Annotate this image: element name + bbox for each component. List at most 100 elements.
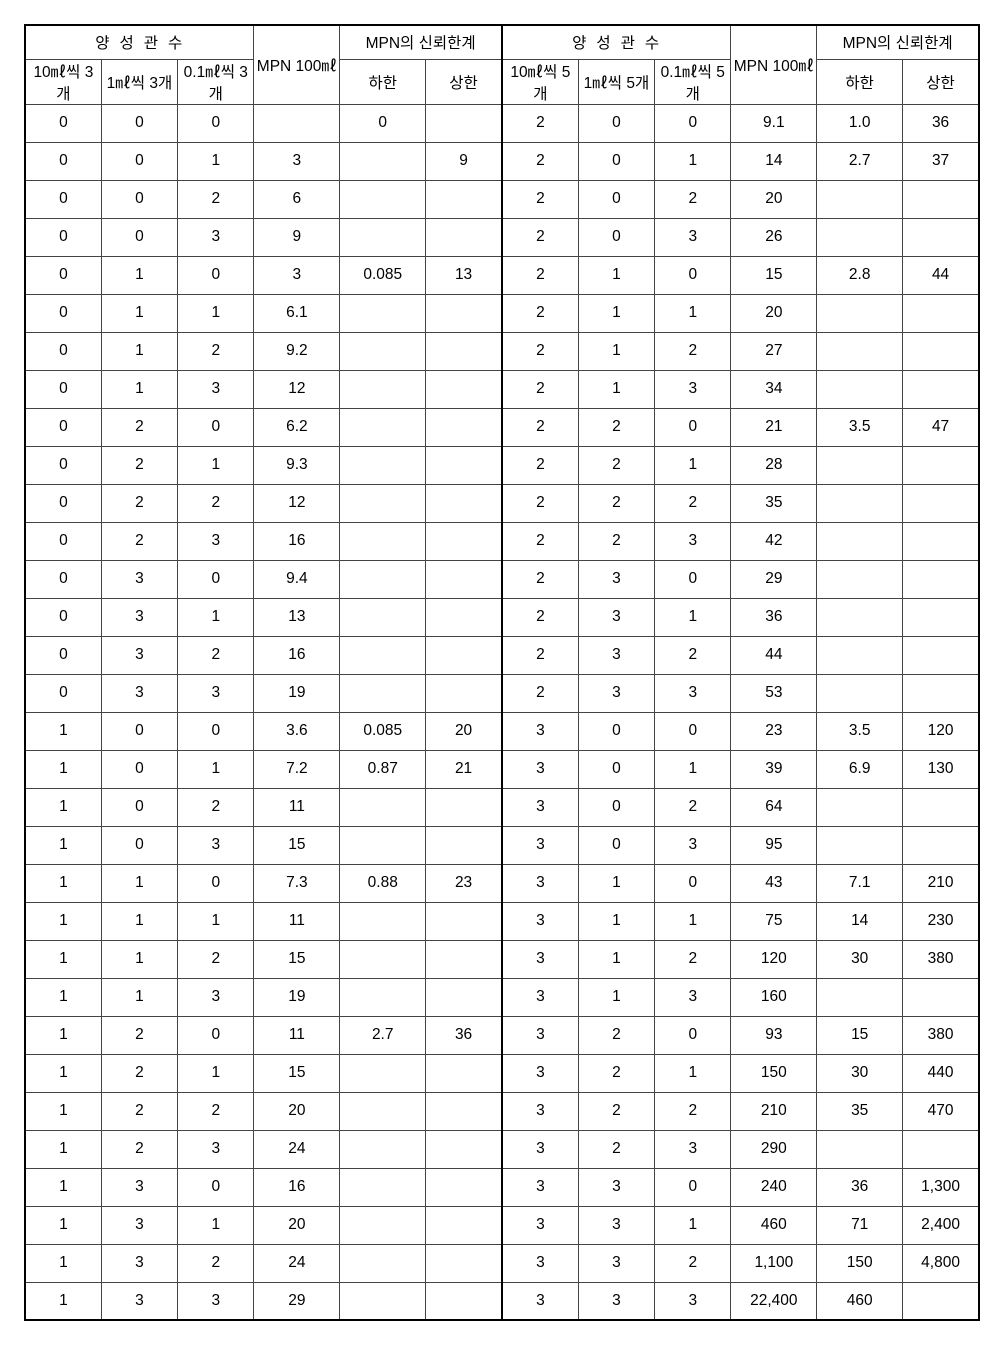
- cell: 20: [731, 180, 817, 218]
- cell: 19: [254, 978, 340, 1016]
- table-row: 132243321,1001504,800: [25, 1244, 979, 1282]
- cell: 3: [502, 1054, 578, 1092]
- cell: 21: [731, 408, 817, 446]
- cell: [426, 294, 502, 332]
- table-row: 0206.2220213.547: [25, 408, 979, 446]
- cell: [426, 598, 502, 636]
- table-row: 1003.60.08520300233.5120: [25, 712, 979, 750]
- cell: 1: [25, 978, 101, 1016]
- cell: 0: [25, 522, 101, 560]
- cell: [426, 1244, 502, 1282]
- cell: 2.8: [817, 256, 903, 294]
- cell: 4,800: [903, 1244, 979, 1282]
- cell: 1: [101, 332, 177, 370]
- hdr-r-upper: 상한: [903, 59, 979, 104]
- hdr-conf-right: MPN의 신뢰한계: [817, 25, 979, 59]
- table-row: 0309.423029: [25, 560, 979, 598]
- cell: 1: [25, 1206, 101, 1244]
- cell: 150: [731, 1054, 817, 1092]
- cell: 3: [655, 522, 731, 560]
- table-row: 1031530395: [25, 826, 979, 864]
- cell: 2: [502, 408, 578, 446]
- cell: 20: [731, 294, 817, 332]
- cell: 3: [578, 1168, 654, 1206]
- cell: 6: [254, 180, 340, 218]
- cell: 3: [178, 218, 254, 256]
- cell: 3: [655, 1130, 731, 1168]
- cell: 3: [655, 370, 731, 408]
- cell: 0: [101, 826, 177, 864]
- cell: 0: [101, 104, 177, 142]
- cell: 9: [254, 218, 340, 256]
- cell: 2: [578, 484, 654, 522]
- cell: 2: [578, 522, 654, 560]
- cell: [817, 1130, 903, 1168]
- cell: 1: [655, 750, 731, 788]
- cell: 2: [655, 1244, 731, 1282]
- cell: 1: [178, 294, 254, 332]
- cell: [903, 446, 979, 484]
- cell: [340, 1282, 426, 1320]
- cell: 12: [254, 370, 340, 408]
- cell: 1: [578, 256, 654, 294]
- cell: [340, 674, 426, 712]
- cell: 0: [578, 826, 654, 864]
- cell: 1: [655, 142, 731, 180]
- cell: [426, 636, 502, 674]
- cell: 2: [502, 598, 578, 636]
- cell: 3: [502, 902, 578, 940]
- cell: 23: [426, 864, 502, 902]
- cell: 2: [502, 674, 578, 712]
- cell: 47: [903, 408, 979, 446]
- cell: 9: [426, 142, 502, 180]
- cell: 3: [655, 218, 731, 256]
- table-body: 00002009.11.03600139201142.7370026202200…: [25, 104, 979, 1320]
- cell: 14: [731, 142, 817, 180]
- hdr-r-lower: 하한: [817, 59, 903, 104]
- cell: 3: [502, 1168, 578, 1206]
- hdr-mpn-left: MPN 100㎖: [254, 25, 340, 104]
- cell: 1: [25, 1168, 101, 1206]
- cell: [426, 522, 502, 560]
- cell: 3: [502, 1244, 578, 1282]
- cell: 3: [655, 674, 731, 712]
- cell: 36: [731, 598, 817, 636]
- cell: 1: [655, 902, 731, 940]
- cell: 2: [101, 1092, 177, 1130]
- cell: [903, 522, 979, 560]
- cell: 1: [25, 1054, 101, 1092]
- cell: [340, 826, 426, 864]
- cell: 290: [731, 1130, 817, 1168]
- cell: 1,300: [903, 1168, 979, 1206]
- table-row: 13120331460712,400: [25, 1206, 979, 1244]
- cell: 6.2: [254, 408, 340, 446]
- cell: [817, 978, 903, 1016]
- cell: 3: [178, 1130, 254, 1168]
- cell: [426, 370, 502, 408]
- cell: 1: [655, 294, 731, 332]
- cell: 1: [101, 940, 177, 978]
- cell: 3: [101, 560, 177, 598]
- cell: 13: [426, 256, 502, 294]
- cell: [426, 674, 502, 712]
- cell: 1: [101, 864, 177, 902]
- cell: 0: [101, 788, 177, 826]
- cell: 1: [25, 864, 101, 902]
- cell: [340, 332, 426, 370]
- hdr-r-c2: 1㎖씩 5개: [578, 59, 654, 104]
- cell: 15: [817, 1016, 903, 1054]
- cell: 3.5: [817, 408, 903, 446]
- cell: 1: [25, 940, 101, 978]
- cell: 26: [731, 218, 817, 256]
- cell: 20: [426, 712, 502, 750]
- cell: 1: [178, 446, 254, 484]
- cell: 1: [655, 446, 731, 484]
- cell: [340, 484, 426, 522]
- table-row: 0331923353: [25, 674, 979, 712]
- cell: [340, 1130, 426, 1168]
- cell: 43: [731, 864, 817, 902]
- cell: 150: [817, 1244, 903, 1282]
- mpn-table-wrap: 양성관수 MPN 100㎖ MPN의 신뢰한계 양성관수 MPN 100㎖ MP…: [24, 24, 980, 1321]
- cell: 15: [254, 940, 340, 978]
- cell: [426, 408, 502, 446]
